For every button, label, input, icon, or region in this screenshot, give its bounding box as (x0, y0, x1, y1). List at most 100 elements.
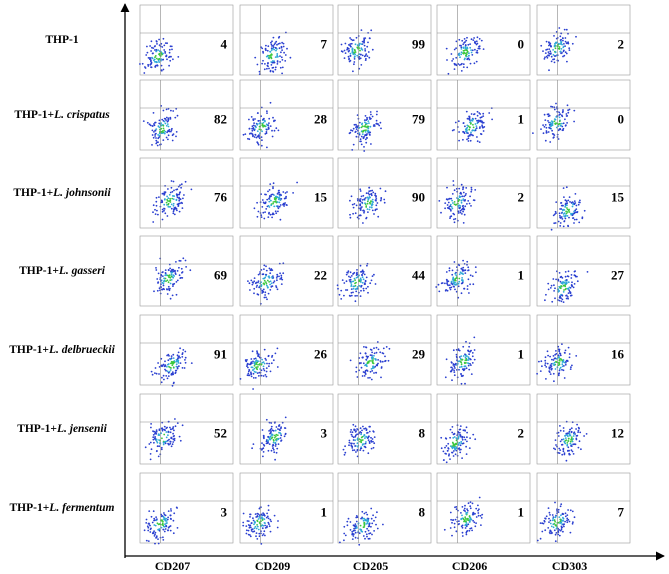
event-dot (469, 195, 471, 198)
event-dot (544, 517, 547, 520)
event-dot (152, 434, 155, 436)
event-dot (553, 44, 556, 47)
event-dot (253, 361, 256, 363)
event-dot (250, 522, 253, 525)
event-dot (367, 452, 370, 455)
event-dot (378, 124, 381, 127)
event-dot (570, 438, 572, 441)
event-dot (379, 121, 382, 124)
event-dot (172, 204, 175, 207)
event-dot (455, 203, 458, 206)
event-dot (276, 201, 279, 203)
event-dot (155, 142, 158, 145)
event-dot (154, 49, 156, 51)
event-dot (451, 519, 454, 521)
event-dot (569, 453, 571, 456)
event-dot (252, 124, 255, 127)
event-dot (570, 366, 572, 369)
event-dot (465, 187, 468, 189)
event-dot (262, 290, 265, 293)
row-label-prefix: THP-1+ (13, 187, 53, 199)
event-dot (462, 122, 465, 124)
event-dot (557, 123, 560, 126)
event-dot (360, 366, 363, 369)
event-dot (460, 363, 463, 366)
event-dot (462, 210, 464, 213)
event-dot (354, 439, 356, 442)
percent-value: 99 (412, 37, 426, 52)
event-dot (174, 269, 176, 272)
event-dot (475, 60, 478, 63)
event-dot (449, 203, 452, 206)
event-dot (385, 346, 388, 348)
event-dot (352, 127, 355, 130)
event-dot (163, 209, 165, 212)
event-dot (566, 122, 568, 124)
event-dot (366, 45, 369, 48)
event-dot (276, 56, 278, 58)
event-dot (557, 354, 560, 357)
event-dot (573, 433, 575, 435)
event-dot (472, 513, 474, 516)
event-dot (154, 56, 156, 59)
event-dot (566, 211, 569, 213)
event-dot (445, 445, 448, 447)
panel-frame (139, 4, 234, 76)
event-dot (450, 369, 453, 372)
event-dot (266, 442, 269, 444)
event-dot (182, 197, 184, 200)
event-dot (553, 108, 556, 111)
event-dot (362, 289, 365, 292)
event-dot (473, 358, 476, 361)
event-dot (181, 207, 184, 210)
event-dot (574, 270, 576, 272)
event-dot (354, 531, 357, 534)
event-dot (475, 516, 478, 518)
event-dot (550, 525, 553, 528)
event-dot (356, 516, 359, 519)
event-dot (170, 367, 172, 369)
event-dot (275, 195, 277, 198)
event-dot (277, 207, 280, 210)
event-dot (368, 522, 371, 525)
event-dot (466, 260, 469, 263)
event-dot (171, 362, 173, 365)
event-dot (172, 180, 175, 183)
event-dot (553, 222, 556, 225)
event-dot (363, 41, 365, 44)
event-dot (445, 461, 448, 464)
event-dot (163, 513, 166, 516)
event-dot (554, 287, 556, 290)
event-dot (254, 513, 257, 515)
event-dot (366, 355, 369, 358)
event-dot (265, 418, 268, 421)
event-dot (248, 368, 251, 371)
event-dot (566, 442, 569, 444)
event-dot (482, 112, 485, 115)
event-dot (175, 360, 178, 363)
event-dot (370, 143, 372, 145)
event-dot (270, 422, 273, 424)
event-dot (272, 447, 274, 449)
event-dot (471, 362, 474, 364)
event-dot (553, 519, 556, 522)
event-dot (275, 212, 278, 215)
event-dot (371, 48, 374, 51)
event-dot (371, 351, 373, 354)
event-dot (251, 125, 254, 128)
event-dot (361, 281, 364, 284)
event-dot (561, 204, 564, 207)
event-dot (279, 61, 281, 63)
event-dot (354, 434, 357, 437)
event-dot (276, 60, 279, 62)
event-dot (260, 363, 263, 366)
event-dot (462, 429, 465, 432)
event-dot (560, 216, 563, 218)
event-dot (267, 436, 269, 438)
event-dot (189, 269, 192, 272)
event-dot (451, 379, 453, 382)
event-dot (156, 445, 159, 448)
event-dot (564, 439, 567, 442)
event-dot (560, 297, 562, 300)
event-dot (165, 375, 168, 377)
